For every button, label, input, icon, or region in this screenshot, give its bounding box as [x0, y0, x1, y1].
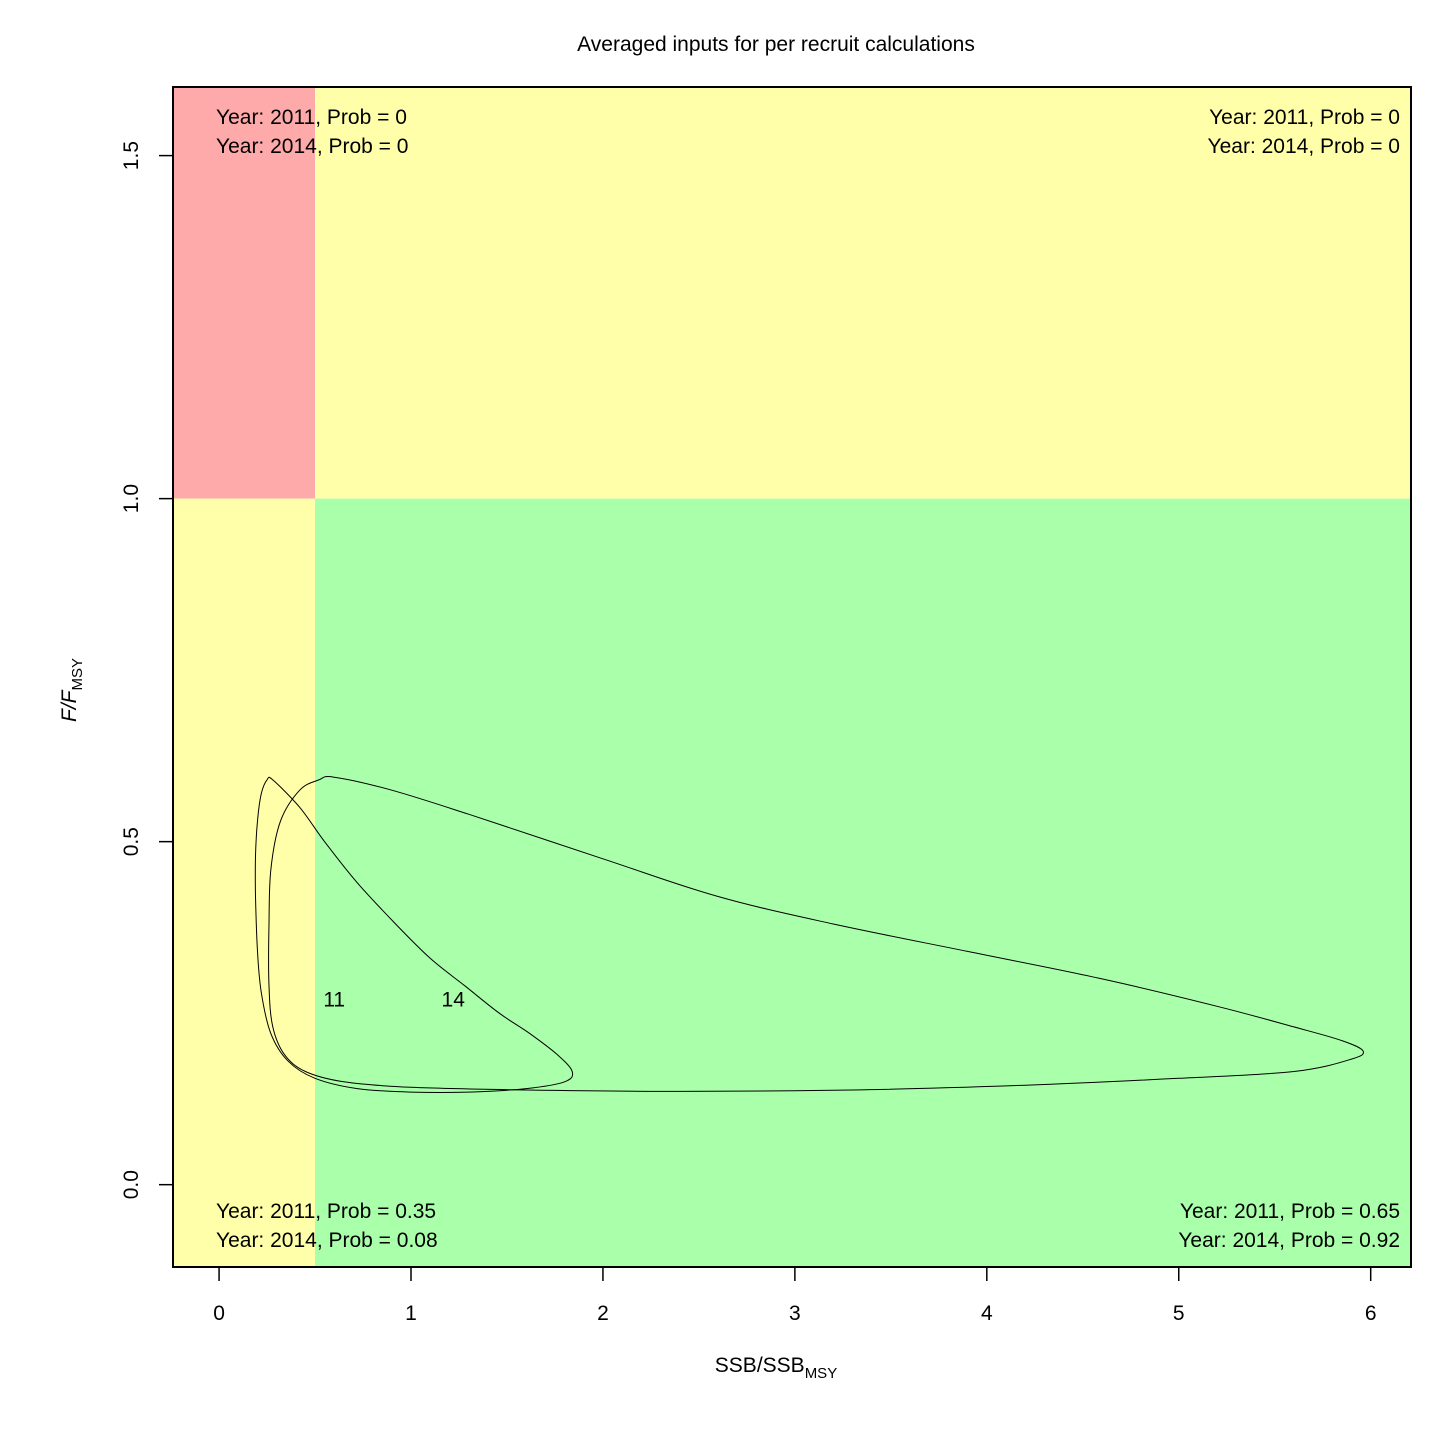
x-tick-label: 5 [1173, 1302, 1185, 1325]
series-label-14: 14 [442, 988, 466, 1011]
quadrant-label-top-left-2: Year: 2014, Prob = 0 [216, 135, 408, 158]
quadrant-label-top-right-2: Year: 2014, Prob = 0 [1208, 135, 1400, 158]
x-axis-label-subscript: MSY [805, 1365, 838, 1382]
quadrant-labels: Year: 2011, Prob = 0 Year: 2014, Prob = 0… [216, 106, 1400, 1252]
quadrant-label-bottom-right-2: Year: 2014, Prob = 0.92 [1178, 1229, 1400, 1252]
probability-contours [254, 776, 1364, 1093]
quadrant-label-bottom-right-1: Year: 2011, Prob = 0.65 [1180, 1200, 1400, 1223]
kobe-zones [173, 87, 1411, 1267]
zone-top-right [315, 87, 1411, 499]
x-tick-label: 2 [597, 1302, 609, 1325]
contour-11 [254, 776, 574, 1093]
x-tick-label: 1 [405, 1302, 417, 1325]
x-tick-label: 0 [213, 1302, 225, 1325]
y-axis-label: F/FMSY [58, 658, 86, 722]
x-axis-label: SSB/SSBMSY [715, 1354, 837, 1382]
zone-bottom-left [173, 498, 316, 1267]
quadrant-label-bottom-left-2: Year: 2014, Prob = 0.08 [216, 1229, 438, 1252]
zone-bottom-right [315, 498, 1411, 1267]
chart-title: Averaged inputs for per recruit calculat… [577, 33, 975, 56]
y-tick-label: 0.5 [120, 827, 143, 856]
x-tick-label: 6 [1365, 1302, 1377, 1325]
x-axis-label-main: SSB/SSB [715, 1354, 805, 1377]
x-tick-label: 4 [981, 1302, 993, 1325]
series-label-11: 11 [323, 988, 345, 1011]
x-tick-label: 3 [789, 1302, 801, 1325]
quadrant-label-bottom-left-1: Year: 2011, Prob = 0.35 [216, 1200, 436, 1223]
y-axis-label-main: F/F [58, 689, 81, 722]
y-axis: 0.0 0.5 1.0 1.5 [120, 141, 174, 1199]
quadrant-label-top-left-1: Year: 2011, Prob = 0 [216, 106, 407, 129]
contour-14 [268, 776, 1364, 1092]
series-labels: 11 14 [323, 988, 465, 1011]
y-tick-label: 0.0 [120, 1170, 143, 1199]
y-axis-label-subscript: MSY [69, 658, 86, 691]
x-axis: 0 1 2 3 4 5 6 [213, 1266, 1377, 1325]
y-tick-label: 1.5 [120, 141, 143, 170]
quadrant-label-top-right-1: Year: 2011, Prob = 0 [1209, 106, 1400, 129]
y-tick-label: 1.0 [120, 484, 143, 513]
zone-top-left [173, 87, 316, 499]
